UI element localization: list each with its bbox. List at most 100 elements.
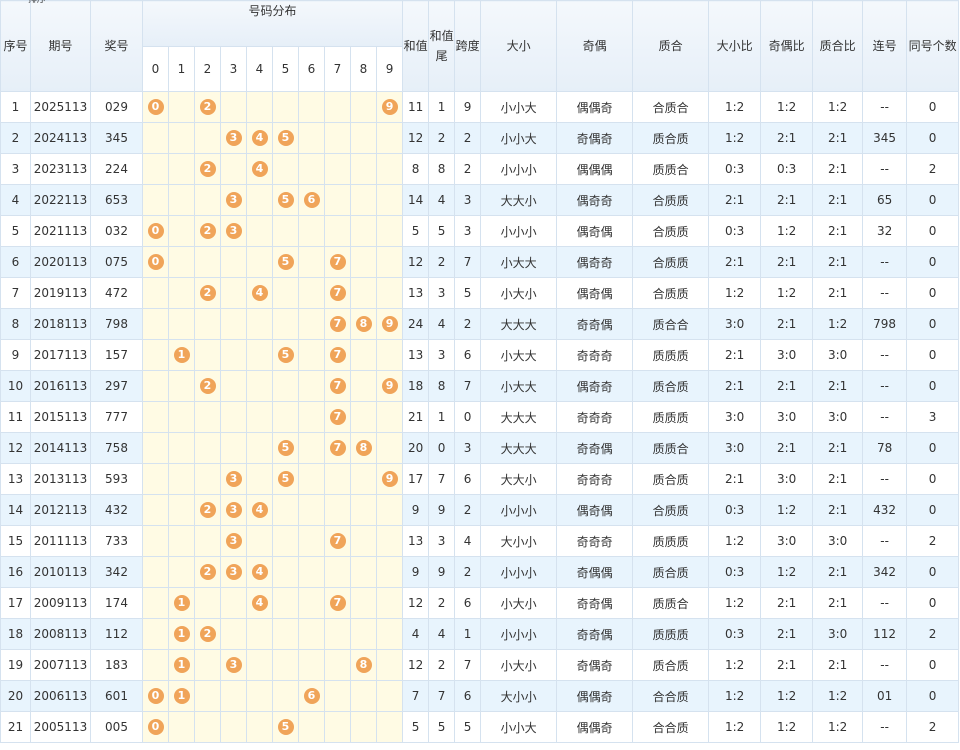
cell: 2025113	[30, 91, 91, 123]
cell: 2:1	[812, 215, 864, 247]
ball: 9	[381, 378, 398, 394]
cell: 3	[428, 525, 456, 557]
dist-cell	[350, 246, 377, 278]
cell: --	[862, 277, 908, 309]
cell: 2:1	[812, 432, 864, 464]
cell: 12	[402, 122, 430, 154]
cell: 8	[428, 370, 456, 402]
dist-cell	[142, 122, 169, 154]
dist-cell	[375, 277, 404, 309]
cell: 0	[454, 401, 482, 433]
cell: 小小大	[480, 91, 558, 123]
cell: 19	[0, 649, 31, 681]
cell: 奇奇奇	[556, 525, 634, 557]
cell: 质质合	[632, 153, 710, 185]
dist-cell	[142, 463, 169, 495]
cell: 8	[0, 308, 31, 340]
cell: 4	[0, 184, 31, 216]
dist-cell: 4	[246, 122, 273, 154]
cell: 0:3	[708, 153, 762, 185]
cell: 1:2	[812, 680, 864, 712]
cell: 2	[454, 556, 482, 588]
dist-cell	[324, 711, 351, 743]
cell: 075	[90, 246, 143, 278]
cell: 2	[906, 525, 960, 557]
dist-cell	[375, 184, 404, 216]
dist-cell	[246, 711, 273, 743]
sort-button[interactable]: 排序	[28, 0, 47, 5]
cell: 质合质	[632, 370, 710, 402]
cell: 2011113	[30, 525, 91, 557]
dist-cell: 0	[142, 91, 169, 123]
ball: 2	[199, 285, 216, 301]
cell: 2	[454, 308, 482, 340]
cell: 0	[906, 277, 960, 309]
ball: 4	[251, 161, 268, 177]
cell: 2:1	[760, 618, 814, 650]
cell: 2:1	[708, 463, 762, 495]
dist-cell	[142, 308, 169, 340]
dist-cell	[298, 463, 325, 495]
dist-cell	[298, 308, 325, 340]
dist-cell	[220, 339, 247, 371]
dist-cell	[350, 587, 377, 619]
ball: 9	[381, 471, 398, 487]
cell: 3:0	[760, 339, 814, 371]
cell: 质合质	[632, 463, 710, 495]
dist-cell	[324, 680, 351, 712]
dist-cell	[194, 401, 221, 433]
cell: 13	[0, 463, 31, 495]
dist-cell	[246, 184, 273, 216]
table-row: 1 2025113 029 0 2 9 11 1 9 小小大 偶偶奇 合质合 1:2 1:2 1:2 -- 0	[0, 91, 960, 123]
ball: 7	[329, 347, 346, 363]
cell: 3	[0, 153, 31, 185]
dist-cell	[324, 494, 351, 526]
dist-cell	[350, 215, 377, 247]
cell: 奇偶奇	[556, 649, 634, 681]
ball: 0	[147, 223, 164, 239]
cell: 297	[90, 370, 143, 402]
cell: 9	[428, 494, 456, 526]
dist-cell	[298, 494, 325, 526]
ball: 3	[225, 533, 242, 549]
cell: 6	[454, 463, 482, 495]
table-row: 3 2023113 224 2 4 8 8 2 小小小 偶偶偶 质质合 0:3 0:3 2:1 -- 2	[0, 153, 960, 185]
digit-header: 4	[246, 46, 273, 92]
dist-cell	[375, 649, 404, 681]
header-cell: 跨度	[454, 0, 482, 92]
cell: 1:2	[708, 649, 762, 681]
table-row: 11 2015113 777 7 21 1 0 大大大 奇奇奇 质质质 3:0 3:0 3:0 -- 3	[0, 401, 960, 433]
cell: 大大大	[480, 308, 558, 340]
dist-cell: 9	[375, 91, 404, 123]
digit-header: 0	[142, 46, 169, 92]
cell: 小小小	[480, 153, 558, 185]
dist-cell	[246, 680, 273, 712]
digit-header: 9	[375, 46, 404, 92]
table-row: 20 2006113 601 0 1 6 7 7 6 大小小 偶偶奇 合合质 1:2 1:2 1:2 01 0	[0, 680, 960, 712]
cell: 小大小	[480, 649, 558, 681]
dist-cell	[168, 494, 195, 526]
dist-cell	[298, 339, 325, 371]
dist-cell	[324, 153, 351, 185]
cell: 0	[906, 91, 960, 123]
cell: 24	[402, 308, 430, 340]
cell: 798	[862, 308, 908, 340]
cell: 0	[906, 370, 960, 402]
table-row: 10 2016113 297 2 7 9 18 8 7 小大大 偶奇奇 质合质 2:1 2:1 2:1 -- 0	[0, 370, 960, 402]
dist-cell	[350, 153, 377, 185]
dist-cell	[194, 122, 221, 154]
ball: 0	[147, 688, 164, 704]
dist-cell: 5	[272, 246, 299, 278]
dist-cell	[298, 122, 325, 154]
dist-cell: 4	[246, 494, 273, 526]
dist-cell	[350, 463, 377, 495]
dist-cell: 0	[142, 680, 169, 712]
dist-cell	[220, 711, 247, 743]
header-cell: 奇偶	[556, 0, 634, 92]
ball: 8	[355, 440, 372, 456]
ball: 4	[251, 564, 268, 580]
dist-cell	[375, 680, 404, 712]
cell: 4	[428, 308, 456, 340]
